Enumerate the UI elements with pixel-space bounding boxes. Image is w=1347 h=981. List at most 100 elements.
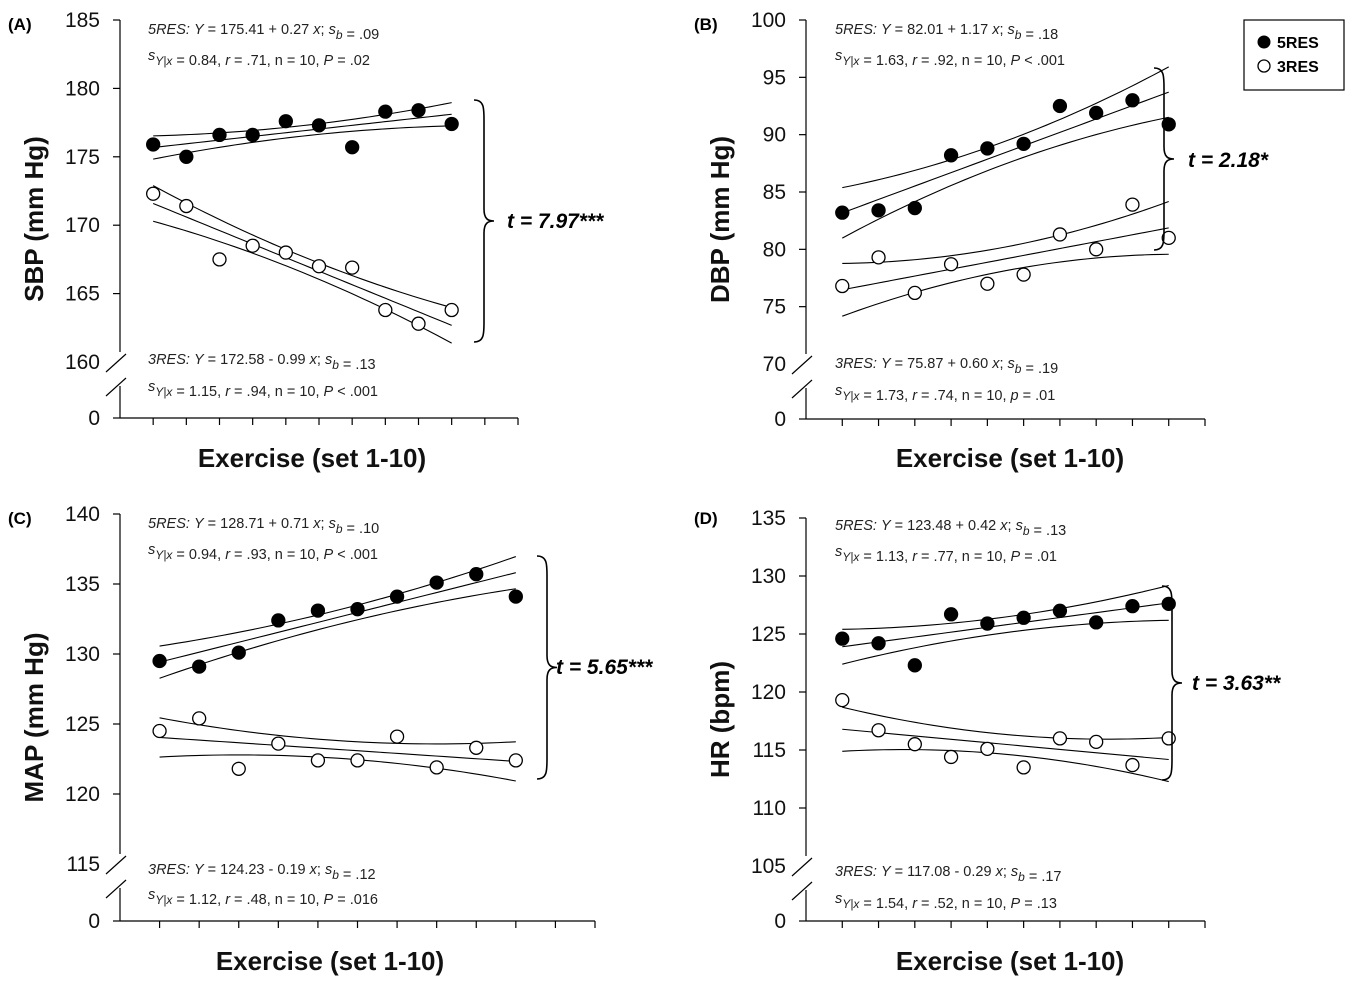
ci-lower-3res [842, 253, 1169, 317]
data-point-3res [1125, 757, 1140, 773]
y-tick-label-zero: 0 [88, 407, 100, 430]
ci-upper-3res [842, 706, 1169, 740]
data-point-3res [311, 259, 327, 274]
ci-upper-5res [842, 584, 1169, 630]
chart-panel-b: (B) 70 75 80 85 90 95 100 0 Exercise (set 1-10) DB… [694, 9, 1269, 473]
y-tick-label: 165 [65, 283, 100, 306]
y-tick-label: 110 [753, 797, 786, 820]
data-point-5res [311, 118, 327, 133]
y-tick-label-zero: 0 [774, 408, 786, 431]
chart-panel-c: (C) 115 120 125 130 135 140 0 Exercise (set 1-10… [8, 503, 653, 976]
y-tick-label: 85 [763, 181, 786, 204]
y-axis-label: SBP (mm Hg) [19, 136, 49, 302]
data-point-3res [278, 245, 293, 260]
y-tick-label: 75 [763, 296, 786, 319]
ci-upper-3res [152, 185, 452, 309]
chart-panel-a: (A) 160 165 170 175 180 185 0 Exercise (set 1-10… [8, 9, 604, 473]
data-point-3res [835, 692, 850, 708]
data-point-5res [907, 658, 922, 673]
data-point-3res [389, 729, 405, 744]
x-axis-label: Exercise (set 1-10) [198, 443, 426, 473]
y-tick-label: 115 [753, 739, 786, 762]
y-tick-label: 70 [763, 353, 786, 376]
data-point-3res [231, 761, 246, 776]
legend-3res-label: 3RES [1277, 59, 1319, 76]
y-tick-label: 175 [65, 146, 100, 169]
data-point-5res [1161, 117, 1176, 132]
panels-layer: (A) 160 165 170 175 180 185 0 Exercise (set 1-10… [8, 9, 1281, 976]
data-point-3res [152, 723, 167, 739]
data-point-5res [378, 104, 393, 119]
data-point-3res [943, 749, 959, 765]
fit-line-3res [159, 736, 516, 762]
data-point-3res [179, 198, 194, 214]
data-point-3res [245, 238, 260, 253]
data-point-5res [444, 116, 459, 132]
panel-label: (A) [8, 15, 32, 34]
x-axis-label: Exercise (set 1-10) [216, 946, 444, 976]
data-point-5res [345, 140, 360, 155]
data-point-3res [146, 186, 161, 201]
legend-frame [1243, 19, 1345, 91]
data-point-3res [907, 737, 922, 752]
data-point-5res [943, 607, 959, 622]
data-point-3res [1089, 242, 1104, 257]
legend-3res-marker [1257, 59, 1271, 73]
fit-line-3res [152, 202, 452, 326]
y-tick-label-zero: 0 [774, 910, 786, 933]
chart-panel-d: (D) 105 110 115 120 125 130 135 0 Exercise (set 1… [694, 507, 1281, 976]
y-tick-label: 130 [65, 643, 100, 666]
y-tick-label: 180 [65, 77, 100, 100]
y-tick-label: 90 [763, 124, 786, 147]
stats-5res: sY|x = 1.13, r = .77, n = 10, P = .01 [835, 544, 1057, 565]
axis-break-mark [791, 355, 813, 375]
data-point-3res [378, 302, 393, 318]
t-statistic-annotation: t = 5.65*** [556, 656, 653, 679]
data-point-5res [1016, 610, 1031, 625]
data-point-5res [429, 575, 444, 590]
equation-5res: 5RES: Y = 123.48 + 0.42 x; sb = .13 [835, 518, 1066, 539]
y-tick-label: 185 [65, 9, 100, 32]
data-point-3res [1161, 230, 1176, 246]
data-point-5res [271, 613, 286, 628]
stats-3res: sY|x = 1.12, r = .48, n = 10, P = .016 [148, 887, 378, 908]
y-tick-label: 80 [763, 238, 786, 261]
y-tick-label-zero: 0 [88, 910, 100, 933]
data-point-5res [212, 127, 227, 143]
y-tick-label: 120 [751, 681, 786, 704]
data-point-3res [271, 736, 286, 751]
y-tick-label: 130 [751, 565, 786, 588]
ci-upper-3res [159, 717, 516, 745]
data-point-5res [146, 137, 161, 152]
x-axis-label: Exercise (set 1-10) [896, 946, 1124, 976]
data-point-3res [1052, 731, 1068, 746]
axis-break-mark [791, 379, 813, 399]
legend: 5RES 3RES [1243, 19, 1345, 91]
data-point-5res [245, 127, 260, 143]
y-tick-label: 95 [763, 66, 786, 89]
t-statistic-annotation: t = 7.97*** [507, 210, 604, 233]
equation-5res: 5RES: Y = 82.01 + 1.17 x; sb = .18 [835, 22, 1058, 43]
legend-5res-label: 5RES [1277, 35, 1319, 52]
ci-lower-3res [842, 749, 1169, 783]
ci-upper-5res [842, 66, 1169, 189]
data-point-3res [835, 278, 850, 294]
y-tick-label: 160 [65, 351, 100, 374]
ci-lower-5res [159, 588, 516, 679]
equation-3res: 3RES: Y = 172.58 - 0.99 x; sb = .13 [148, 352, 376, 373]
data-point-5res [1016, 136, 1031, 151]
stats-5res: sY|x = 0.94, r = .93, n = 10, P < .001 [148, 542, 378, 563]
data-point-5res [152, 653, 167, 669]
data-point-3res [1161, 731, 1176, 746]
axis-break-mark [105, 855, 127, 875]
data-point-3res [469, 740, 484, 755]
significance-brace [1153, 67, 1175, 251]
significance-brace [473, 99, 495, 343]
y-tick-label: 100 [751, 9, 786, 32]
equation-3res: 3RES: Y = 75.87 + 0.60 x; sb = .19 [835, 356, 1058, 377]
data-point-3res [444, 302, 459, 318]
ci-lower-3res [153, 220, 452, 344]
ci-lower-5res [153, 125, 452, 160]
stats-3res: sY|x = 1.54, r = .52, n = 10, P = .13 [835, 891, 1057, 912]
